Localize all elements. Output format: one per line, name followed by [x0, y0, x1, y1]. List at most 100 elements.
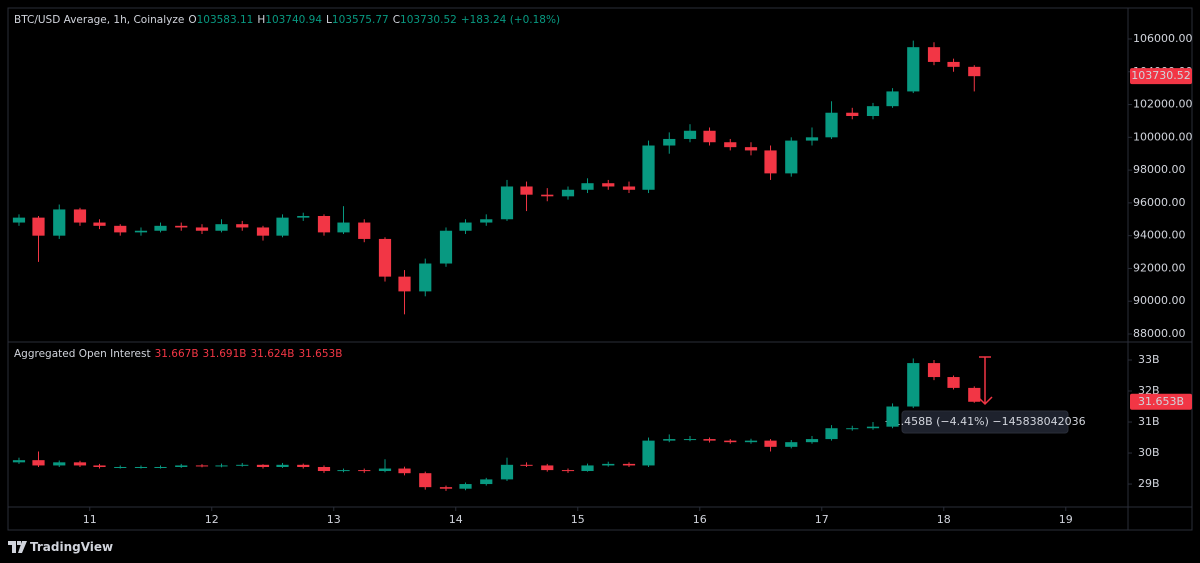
- y-tick-label: 32B: [1138, 384, 1160, 397]
- candle-body: [602, 183, 615, 187]
- last-value-box: [1130, 393, 1192, 410]
- last-value-label: 31.653B: [1138, 395, 1184, 408]
- candle-body: [297, 464, 310, 467]
- y-tick-label: 33B: [1138, 353, 1160, 366]
- candle-body: [561, 189, 575, 197]
- candle-body: [215, 465, 228, 467]
- brand-logo: [8, 541, 27, 553]
- candle-body: [480, 219, 493, 223]
- candle-body: [215, 224, 228, 231]
- x-tick-label: 13: [327, 513, 341, 526]
- candle-body: [805, 439, 819, 443]
- x-tick-label: 19: [1059, 513, 1073, 526]
- candle-body: [154, 225, 167, 231]
- legend-key: O: [188, 14, 197, 26]
- candle-body: [236, 464, 249, 466]
- candle-body: [93, 465, 106, 467]
- candle-body: [866, 426, 880, 429]
- series-title: BTC/USD Average, 1h, Coinalyze: [14, 14, 185, 26]
- candle-body: [907, 363, 920, 407]
- legend-value: 103740.94: [265, 14, 323, 26]
- measure-text: −1.458B (−4.41%) −145838042036: [884, 415, 1085, 428]
- candle-body: [114, 225, 127, 233]
- legend-value: 31.691B: [202, 348, 247, 360]
- candle-body: [12, 460, 26, 463]
- candle-body: [276, 464, 289, 467]
- candle-body: [154, 466, 167, 468]
- candle-body: [256, 464, 270, 467]
- measure-tooltip: [901, 410, 1069, 434]
- candle-body: [541, 194, 554, 197]
- legend-value: 103583.11: [196, 14, 254, 26]
- candle-body: [134, 466, 148, 468]
- candle-body: [195, 465, 209, 467]
- candle-body: [805, 137, 819, 141]
- candle-body: [378, 238, 392, 277]
- legend-key: C: [392, 14, 401, 26]
- legend-key: H: [257, 14, 266, 26]
- y-tick-label: 96000.00: [1133, 196, 1186, 209]
- candles: [12, 40, 981, 315]
- brand-name: TradingView: [30, 540, 114, 554]
- legend-value: 31.667B: [154, 348, 199, 360]
- y-tick-label: 30B: [1138, 446, 1160, 459]
- candle-body: [947, 377, 960, 388]
- candle-body: [602, 463, 615, 466]
- candle-body: [520, 186, 533, 195]
- legend-value: 103730.52: [400, 14, 457, 26]
- candle-body: [419, 473, 432, 488]
- candle-body: [724, 142, 737, 148]
- candle-body: [459, 222, 472, 231]
- candle-body: [297, 215, 310, 218]
- y-tick-label: 92000.00: [1133, 261, 1186, 274]
- y-tick-label: 31B: [1138, 415, 1160, 428]
- candle-body: [53, 209, 66, 236]
- x-tick-label: 11: [83, 513, 97, 526]
- candle-body: [459, 484, 472, 489]
- candle-body: [764, 440, 777, 447]
- candle-body: [358, 222, 371, 239]
- candle-body: [642, 145, 655, 190]
- candle-body: [358, 470, 371, 472]
- candle-body: [12, 217, 26, 223]
- x-tick-label: 17: [815, 513, 829, 526]
- candle-body: [500, 464, 514, 480]
- candle-body: [337, 222, 350, 233]
- last-value-box: [1130, 68, 1192, 85]
- candle-body: [561, 470, 575, 472]
- candle-body: [256, 227, 270, 236]
- candle-body: [683, 130, 697, 139]
- candle-body: [32, 217, 45, 236]
- candle-body: [317, 466, 331, 472]
- candle-body: [968, 387, 981, 402]
- candle-body: [886, 406, 899, 427]
- candle-body: [236, 224, 249, 228]
- candle-body: [581, 183, 594, 190]
- candle-body: [175, 465, 188, 467]
- y-tick-label: 88000.00: [1133, 327, 1186, 340]
- legend-value: 31.653B: [298, 348, 343, 360]
- candle-body: [337, 470, 350, 472]
- x-tick-label: 12: [205, 513, 219, 526]
- candle-body: [703, 439, 716, 441]
- candle-body: [276, 217, 289, 236]
- legend-key: L: [326, 14, 332, 26]
- price-legend: BTC/USD Average, 1h, Coinalyze O103583.11…: [14, 14, 564, 26]
- candle-body: [480, 479, 493, 485]
- y-tick-label: 106000.00: [1133, 32, 1193, 45]
- candle-body: [764, 150, 777, 174]
- candle-body: [175, 225, 188, 228]
- candle-body: [663, 138, 676, 146]
- y-tick-label: 100000.00: [1133, 130, 1193, 143]
- candle-body: [744, 440, 758, 443]
- candle-body: [846, 428, 859, 430]
- y-tick-label: 94000.00: [1133, 229, 1186, 242]
- chart-border: [7, 7, 1193, 531]
- candle-body: [439, 487, 453, 489]
- y-tick-label: 102000.00: [1133, 98, 1193, 111]
- candle-body: [785, 140, 798, 174]
- candle-body: [520, 464, 533, 466]
- legend-value: 103575.77: [331, 14, 389, 26]
- candle-body: [622, 186, 636, 190]
- x-tick-label: 14: [449, 513, 463, 526]
